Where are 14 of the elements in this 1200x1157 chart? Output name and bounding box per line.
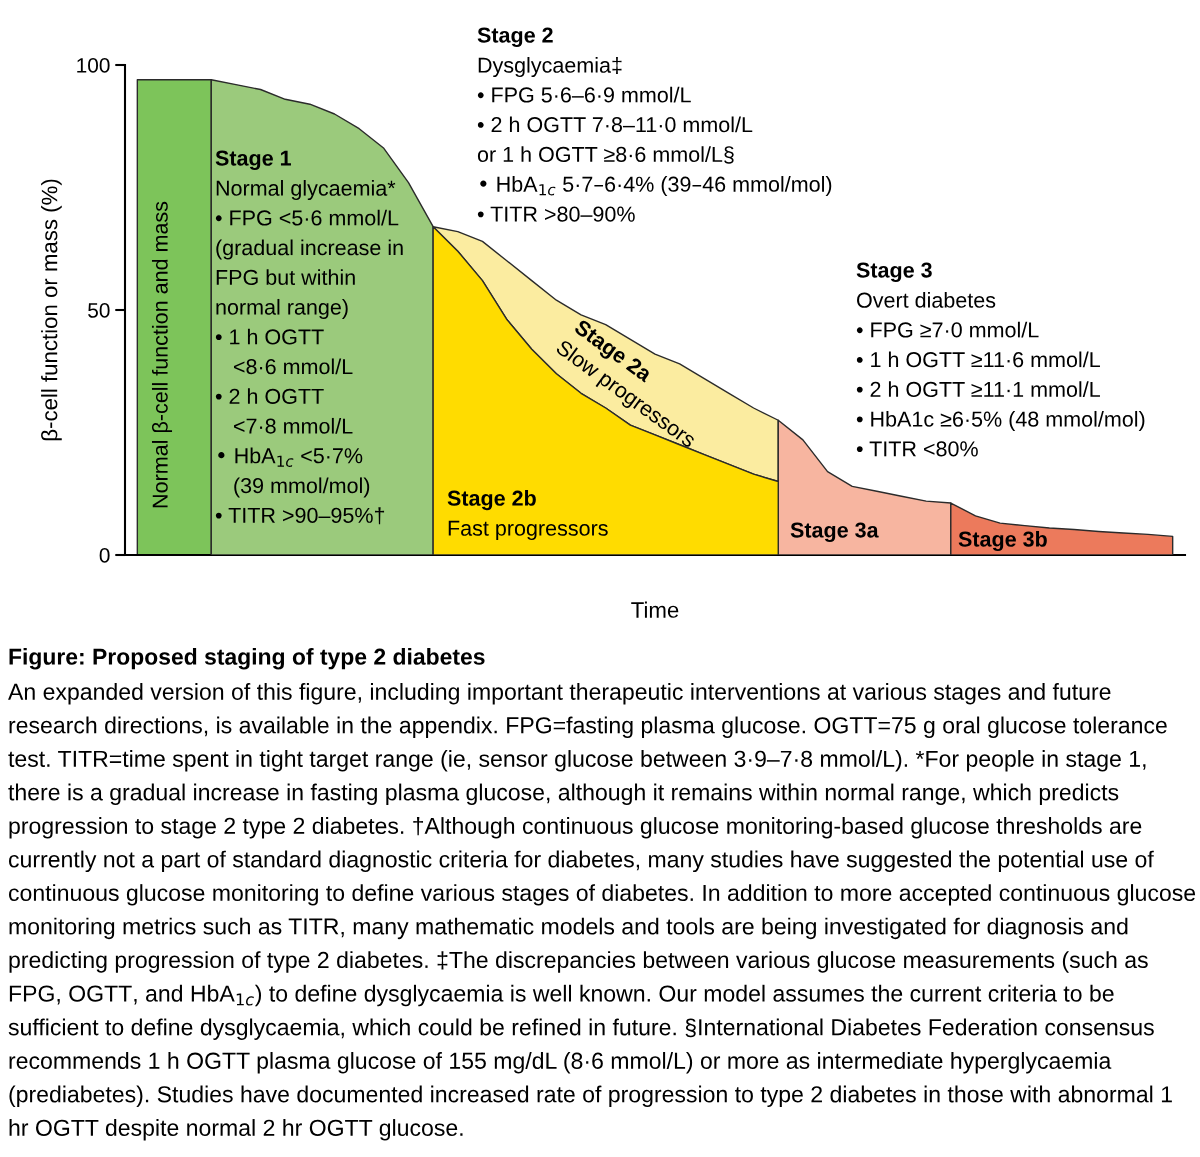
text: Stage 1 Normal glycaemia* • FPG <5·6 mmol/L (gradual increase in FPG but within normal range) • 1 h OGTT <8·6 mmol/L • 2 h OGTT <7·8 mmol/L • HbA$_{1c}$ <5·7% (39 mmol/mol) • TITR >90–95%† [215,150,403,525]
y-tick-label: 100 [77,58,110,73]
y-tick-label: 50 [88,303,110,318]
x-axis-title: Time [631,601,679,618]
annotation: Normal β-cell function and mass [151,201,173,508]
annotation: Stage 3b [958,530,1047,552]
annotation: Stage 3 Overt diabetes • FPG ≥7·0 mmol/L • 1 h OGTT ≥11·6 mmol/L • 2 h OGTT ≥11·1 mmol/L • HbA1c ≥6·5% (48 mmol/mol) • TITR <80% [856,262,1145,457]
text: An expanded version of this figure, including important therapeutic interventions at various stages and future research directions, is available in the appendix. FPG=fasting plasma glucose. OGTT=75 g oral glucose tolerance test. TITR=time spent in tight target range (ie, sensor glucose between 3·9–7·8 mmol/L). *For people in stage 1, there is a gradual increase in fasting plasma glucose, although it remains within normal range, which predicts progression to stage 2 type 2 diabetes. †Although continuous glucose monitoring-based glucose thresholds are currently not a part of standard diagnostic criteria for diabetes, many studies have suggested the potential use of continuous glucose monitoring to define various stages of diabetes. In addition to more accepted continuous glucose monitoring metrics such as TITR, many mathematic models and tools are being investigated for diagnosis and predicting progression of type 2 diabetes. ‡The discrepancies between various glucose measurements (such as FPG, OGTT, and HbA$_{1c}$) to define dysglycaemia is well known. Our model assumes the current criteria to be sufficient to define dysglycaemia, which could be refined in future. §International Diabetes Federation consensus recommends 1 h OGTT plasma glucose of 155 mg/dL (8·6 mmol/L) or more as intermediate hyperglycaemia (prediabetes). Studies have documented increased rate of progression to type 2 diabetes in those with abnormal 1 hr OGTT despite normal 2 hr OGTT glucose. [8,683,1196,1141]
y-axis-title: β-cell function or mass (%) [41,179,62,441]
y-tick-label: 0 [99,548,110,563]
text: Figure: Proposed staging of type 2 diabetes [9,648,485,670]
text: Stage 2 Dysglycaemia‡ • FPG 5·6–6·9 mmol/L • 2 h OGTT 7·8–11·0 mmol/L or 1 h OGTT ≥8·6 mmol/L§ • HbA$_{1c}$ 5·7–6·4% (39–46 mmol/mol) • TITR >80–90% [477,27,832,222]
annotation: Stage 3a [790,522,879,543]
annotation: Stage 2b Fast progressors [447,490,608,541]
